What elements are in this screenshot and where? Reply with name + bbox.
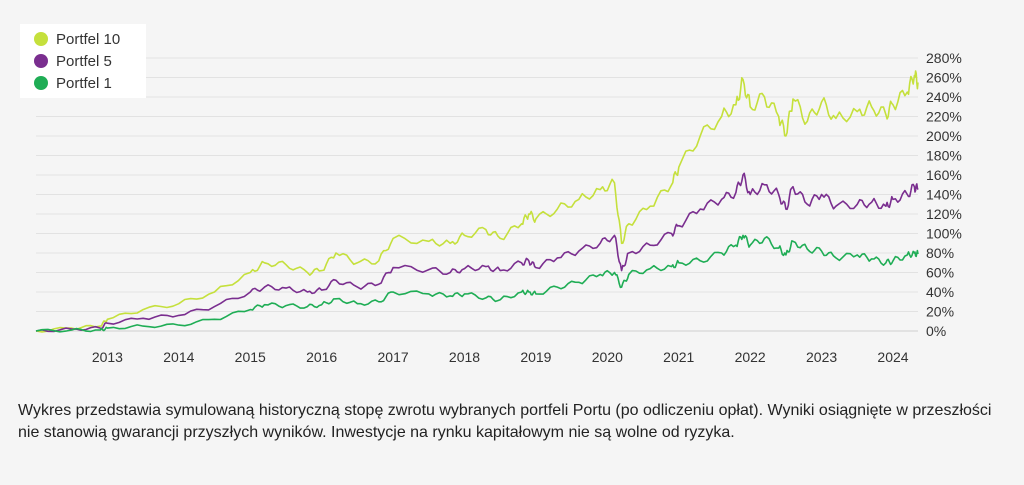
legend-label: Portfel 5 bbox=[56, 52, 112, 70]
x-tick-label: 2023 bbox=[806, 349, 837, 365]
x-tick-label: 2019 bbox=[520, 349, 551, 365]
line-chart: 2013 2014 2015 2016 2017 2018 2019 2020 2021 2022… bbox=[35, 50, 962, 365]
y-tick-label: 160% bbox=[926, 167, 962, 183]
y-tick-label: 260% bbox=[926, 70, 962, 86]
legend-item-portfel-1[interactable]: Portfel 1 bbox=[34, 72, 112, 94]
legend-marker-icon bbox=[34, 32, 48, 46]
legend-item-portfel-5[interactable]: Portfel 5 bbox=[34, 50, 112, 72]
y-tick-label: 180% bbox=[926, 148, 962, 164]
y-tick-label: 200% bbox=[926, 128, 962, 144]
y-tick-label: 60% bbox=[926, 265, 954, 281]
x-tick-label: 2021 bbox=[663, 349, 694, 365]
legend-label: Portfel 10 bbox=[56, 30, 121, 48]
y-tick-label: 0% bbox=[926, 323, 946, 339]
legend-item-portfel-10[interactable]: Portfel 10 bbox=[34, 28, 120, 50]
x-tick-label: 2013 bbox=[92, 349, 123, 365]
y-tick-label: 240% bbox=[926, 89, 962, 105]
y-tick-label: 20% bbox=[926, 304, 954, 320]
series-line-portfel-10 bbox=[35, 70, 919, 333]
x-tick-label: 2022 bbox=[735, 349, 766, 365]
series-lines bbox=[35, 70, 919, 333]
y-tick-label: 80% bbox=[926, 245, 954, 261]
series-line-portfel-5 bbox=[35, 172, 919, 333]
y-tick-label: 140% bbox=[926, 187, 962, 203]
x-tick-label: 2016 bbox=[306, 349, 337, 365]
y-tick-label: 120% bbox=[926, 206, 962, 222]
x-tick-label: 2015 bbox=[235, 349, 266, 365]
x-tick-label: 2024 bbox=[877, 349, 908, 365]
y-tick-label: 280% bbox=[926, 50, 962, 66]
legend-marker-icon bbox=[34, 54, 48, 68]
y-axis: 0% 20% 40% 60% 80% 100% 120% 140% 160% 180% 200% 22… bbox=[926, 50, 962, 339]
chart-caption: Wykres przedstawia symulowaną historyczn… bbox=[18, 402, 992, 441]
x-tick-label: 2017 bbox=[378, 349, 409, 365]
y-tick-label: 220% bbox=[926, 109, 962, 125]
y-tick-label: 40% bbox=[926, 284, 954, 300]
x-tick-label: 2020 bbox=[592, 349, 623, 365]
legend: Portfel 10 Portfel 5 Portfel 1 bbox=[20, 24, 146, 98]
legend-label: Portfel 1 bbox=[56, 74, 112, 92]
grid-lines bbox=[36, 57, 918, 332]
x-tick-label: 2018 bbox=[449, 349, 480, 365]
legend-marker-icon bbox=[34, 76, 48, 90]
y-tick-label: 100% bbox=[926, 226, 962, 242]
series-line-portfel-1 bbox=[35, 234, 919, 333]
x-axis: 2013 2014 2015 2016 2017 2018 2019 2020 2021 2022… bbox=[92, 349, 909, 365]
x-tick-label: 2014 bbox=[163, 349, 194, 365]
